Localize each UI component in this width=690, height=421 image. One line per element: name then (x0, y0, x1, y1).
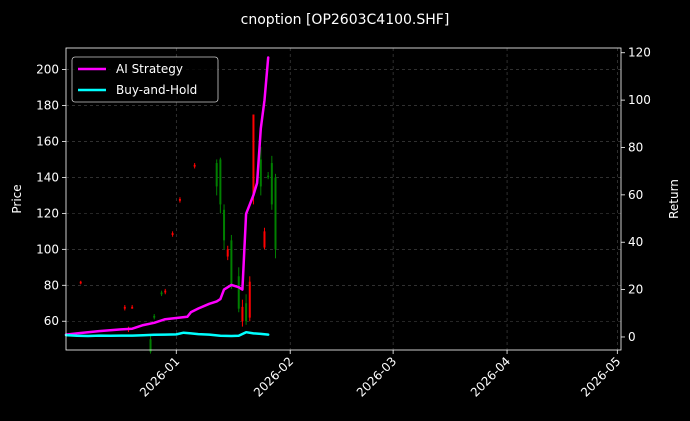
legend-label-buy-and-hold: Buy-and-Hold (116, 83, 197, 97)
candle-body-19 (248, 281, 251, 318)
candle-body-12 (219, 159, 222, 205)
candle-body-0 (79, 281, 82, 284)
left-tick-label-140: 140 (36, 170, 59, 184)
left-tick-label-160: 160 (36, 134, 59, 148)
candle-body-4 (149, 339, 152, 352)
series-lines (64, 56, 270, 338)
candle-body-22 (263, 231, 266, 248)
left-axis-label: Price (10, 184, 24, 213)
candle-body-21 (259, 159, 262, 187)
candle-body-20 (252, 114, 255, 196)
right-tick-label-20: 20 (628, 283, 643, 297)
left-tick-label-180: 180 (36, 99, 59, 113)
candle-body-9 (178, 199, 181, 201)
left-y-axis: 60 80 100 120 140 160 180 200 (36, 63, 66, 328)
candle-body-2 (131, 306, 134, 309)
right-axis-label: Return (667, 179, 681, 219)
left-tick-label-200: 200 (36, 63, 59, 77)
right-tick-label-100: 100 (628, 93, 651, 107)
candle-body-23 (267, 175, 270, 178)
series-line-ai-strategy (64, 56, 270, 336)
right-y-axis: 0 20 40 60 80 100 120 (621, 46, 651, 344)
candle-body-13 (223, 209, 226, 241)
right-tick-label-80: 80 (628, 140, 643, 154)
candle-body-17 (241, 306, 244, 322)
left-tick-label-60: 60 (44, 314, 59, 328)
left-tick-label-120: 120 (36, 206, 59, 220)
legend: AI Strategy Buy-and-Hold (71, 56, 219, 103)
candle-body-8 (171, 233, 174, 235)
left-tick-label-80: 80 (44, 278, 59, 292)
candle-body-18 (245, 303, 248, 322)
candle-body-14 (226, 249, 229, 257)
right-tick-label-120: 120 (628, 46, 651, 60)
candle-body-5 (153, 315, 156, 318)
right-tick-label-60: 60 (628, 188, 643, 202)
candle-body-6 (160, 292, 163, 295)
candle-body-15 (230, 240, 233, 286)
plot-frame (65, 47, 622, 351)
candle-body-7 (164, 290, 167, 293)
candle-body-24 (270, 163, 273, 205)
candle-body-10 (193, 164, 196, 167)
right-tick-label-0: 0 (628, 330, 636, 344)
legend-box (71, 56, 219, 103)
candle-body-16 (237, 276, 240, 309)
chart-title: cnoption [OP2603C4100.SHF] (241, 12, 450, 28)
left-tick-label-100: 100 (36, 242, 59, 256)
candle-body-1 (123, 306, 126, 309)
right-tick-label-40: 40 (628, 235, 643, 249)
candle-body-11 (215, 163, 218, 187)
series-line-buy-and-hold (64, 330, 270, 338)
candlesticks (79, 114, 277, 354)
legend-label-ai-strategy: AI Strategy (116, 62, 183, 76)
candle-body-25 (274, 177, 277, 250)
